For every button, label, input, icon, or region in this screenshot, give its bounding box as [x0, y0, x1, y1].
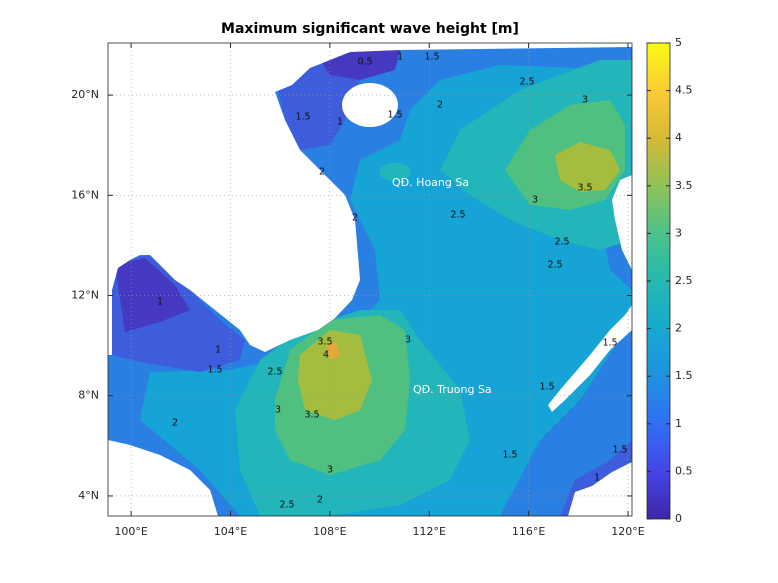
grid [108, 43, 632, 516]
contour-label: 2 [319, 167, 325, 178]
contour-label: 0.5 [357, 57, 372, 68]
contour-label: 1.5 [295, 112, 310, 123]
contour-band [298, 330, 372, 420]
contour-label: 3 [275, 405, 281, 416]
contour-band [379, 163, 411, 181]
contour-label: 2 [352, 213, 358, 224]
contour-label: 3.5 [577, 183, 592, 194]
contour-band [320, 50, 400, 80]
x-tick-label: 112°E [413, 525, 446, 538]
colorbar-label: 0.5 [675, 464, 693, 477]
contour-label: 2.5 [519, 77, 534, 88]
x-tick-label: 100°E [114, 525, 147, 538]
land [612, 175, 632, 270]
contour-label: 1.5 [387, 110, 402, 121]
y-tick-label: 4°N [78, 489, 99, 502]
contour-label: 2.5 [547, 260, 562, 271]
colorbar-label: 1 [675, 417, 682, 430]
contour-band [278, 60, 360, 150]
contour-label: 1.5 [502, 450, 517, 461]
colorbar-label: 0 [675, 512, 682, 525]
contour-label: 2.5 [279, 500, 294, 511]
land [108, 43, 632, 355]
chart-title: Maximum significant wave height [m] [221, 21, 519, 37]
colorbar-label: 5 [675, 36, 682, 49]
contour-label: 1 [594, 473, 600, 484]
land [108, 440, 218, 516]
contour-label: 1 [157, 297, 163, 308]
annotation: QĐ. Hoang Sa [392, 176, 469, 189]
contour-label: 1.5 [539, 382, 554, 393]
contour-label: 1.5 [602, 338, 617, 349]
axes-frame [107, 42, 633, 517]
x-tick-label: 108°E [313, 525, 346, 538]
contour-label: 1.5 [207, 365, 222, 376]
y-tick-label: 20°N [71, 88, 99, 101]
land [568, 462, 632, 516]
x-tick-label: 104°E [214, 525, 247, 538]
colorbar-label: 4 [675, 131, 682, 144]
contour-band [115, 258, 190, 332]
contour-label: 2 [317, 495, 323, 506]
land [342, 83, 398, 127]
map-area [108, 43, 632, 516]
y-tick-label: 16°N [71, 188, 99, 201]
x-tick-label: 120°E [611, 525, 644, 538]
x-tick-label: 116°E [512, 525, 545, 538]
annotation: QĐ. Truong Sa [413, 383, 492, 396]
land [548, 305, 632, 412]
contour-label: 4 [323, 350, 329, 361]
colorbar-label: 2 [675, 322, 682, 335]
colorbar-label: 4.5 [675, 84, 693, 97]
contour-label: 1.5 [612, 445, 627, 456]
contour-label: 3 [405, 335, 411, 346]
contour-label: 3 [582, 95, 588, 106]
contour-label: 2 [437, 100, 443, 111]
colorbar-label: 1.5 [675, 369, 693, 382]
contour-band [326, 342, 340, 360]
contour-label: 3 [327, 465, 333, 476]
contour-label: 1 [215, 345, 221, 356]
contour-label: 2.5 [267, 367, 282, 378]
contour-label: 1 [337, 117, 343, 128]
y-tick-label: 12°N [71, 289, 99, 302]
contour-label: 2.5 [450, 210, 465, 221]
contour-label: 2.5 [554, 237, 569, 248]
contour-label: 3.5 [317, 337, 332, 348]
y-tick-label: 8°N [78, 389, 99, 402]
contour-label: 1.5 [424, 52, 439, 63]
colorbar-label: 3.5 [675, 179, 693, 192]
contour-band [555, 142, 620, 192]
contour-label: 1 [397, 52, 403, 63]
colorbar-label: 3 [675, 226, 682, 239]
colorbar-label: 2.5 [675, 274, 693, 287]
contour-label: 3.5 [304, 410, 319, 421]
contour-label: 3 [532, 195, 538, 206]
contour-label: 2 [172, 418, 178, 429]
